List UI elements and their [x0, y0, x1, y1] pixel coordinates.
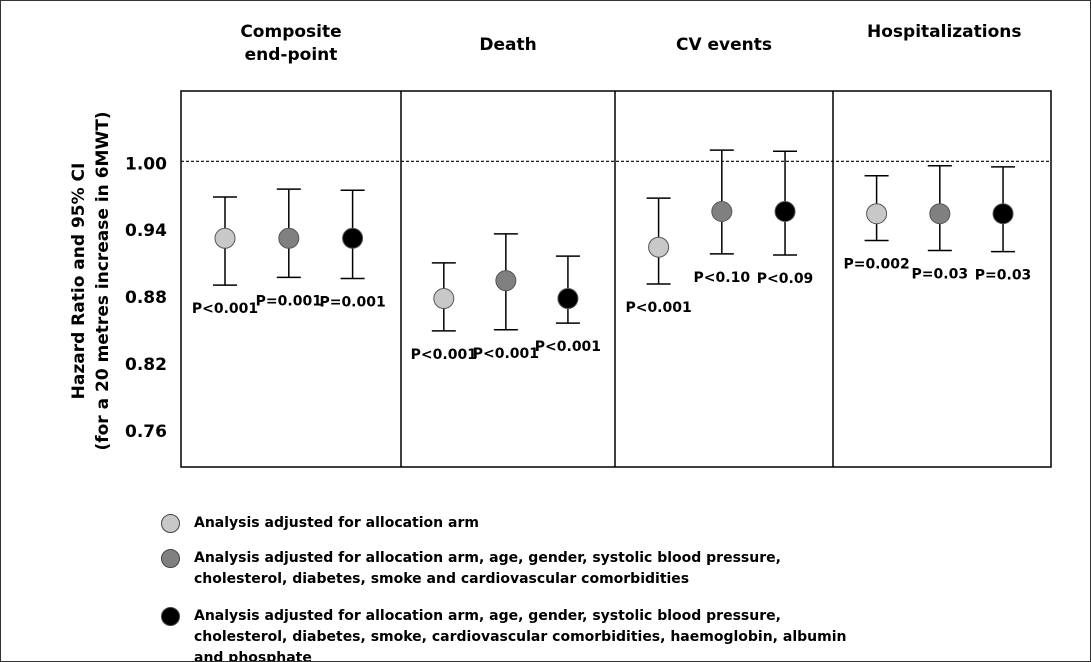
- point: [992, 203, 1014, 225]
- point: [342, 227, 364, 249]
- p-value-label: P<0.001: [625, 300, 691, 316]
- point: [495, 270, 517, 292]
- p-value-label: P<0.10: [694, 270, 751, 286]
- p-value-label: P=0.002: [843, 257, 909, 273]
- legend-label: Analysis adjusted for allocation arm: [194, 515, 479, 531]
- p-value-label: P<0.001: [535, 339, 601, 355]
- y-axis-label: Hazard Ratio and 95% CI: [69, 163, 89, 400]
- y-axis-label: (for a 20 metres increase in 6MWT): [93, 111, 113, 450]
- legend-marker: [161, 549, 180, 568]
- point: [278, 227, 300, 249]
- p-value-label: P=0.001: [256, 293, 322, 309]
- point: [433, 288, 455, 310]
- p-value-label: P<0.001: [192, 301, 258, 317]
- y-tick-label: 0.94: [125, 221, 167, 241]
- y-tick-label: 0.76: [125, 422, 167, 442]
- p-value-label: P=0.03: [912, 267, 969, 283]
- point: [214, 227, 236, 249]
- point: [711, 200, 733, 222]
- p-value-label: P<0.001: [473, 346, 539, 362]
- legend-item: Analysis adjusted for allocation arm, ag…: [161, 606, 854, 662]
- point: [774, 200, 796, 222]
- p-value-label: P<0.09: [757, 271, 814, 287]
- y-tick-label: 0.88: [125, 288, 167, 308]
- p-value-label: P<0.001: [411, 347, 477, 363]
- panel-title: Composite end-point: [240, 22, 342, 65]
- plot-frame: [180, 90, 1052, 468]
- point: [866, 203, 888, 225]
- point: [648, 236, 670, 258]
- legend-item: Analysis adjusted for allocation arm, ag…: [161, 548, 854, 590]
- y-tick-label: 1.00: [125, 154, 167, 174]
- legend-label: Analysis adjusted for allocation arm, ag…: [194, 608, 847, 662]
- panel-title: Death: [479, 35, 537, 55]
- legend-label: Analysis adjusted for allocation arm, ag…: [194, 550, 781, 587]
- p-value-label: P=0.03: [975, 268, 1032, 284]
- panel-title: CV events: [675, 35, 773, 55]
- p-value-label: P=0.001: [319, 294, 385, 310]
- panel-title: Hospitalizations: [867, 22, 1022, 42]
- point: [929, 203, 951, 225]
- y-tick-label: 0.82: [125, 355, 167, 375]
- point: [557, 288, 579, 310]
- legend-item: Analysis adjusted for allocation arm: [161, 513, 854, 534]
- legend-marker: [161, 607, 180, 626]
- legend-marker: [161, 514, 180, 533]
